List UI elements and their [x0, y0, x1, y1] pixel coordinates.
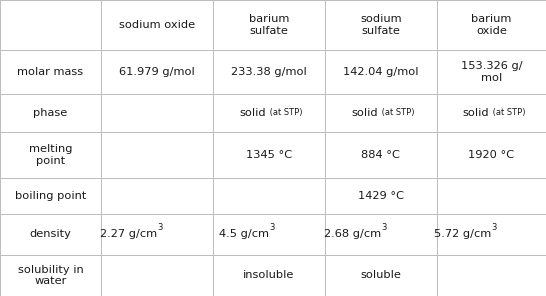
Text: soluble: soluble: [360, 271, 401, 280]
Text: solid: solid: [240, 107, 266, 118]
Text: 1345 °C: 1345 °C: [246, 150, 292, 160]
Text: boiling point: boiling point: [15, 191, 86, 201]
Text: molar mass: molar mass: [17, 67, 84, 77]
Text: 5.72 g/cm: 5.72 g/cm: [434, 229, 491, 239]
Text: solubility in
water: solubility in water: [17, 265, 84, 286]
Text: barium
oxide: barium oxide: [471, 14, 512, 36]
Text: barium
sulfate: barium sulfate: [249, 14, 289, 36]
Text: (at STP): (at STP): [379, 108, 415, 117]
Text: phase: phase: [33, 107, 68, 118]
Text: 884 °C: 884 °C: [361, 150, 400, 160]
Text: 2.68 g/cm: 2.68 g/cm: [324, 229, 381, 239]
Text: (at STP): (at STP): [490, 108, 525, 117]
Text: solid: solid: [352, 107, 378, 118]
Text: 233.38 g/mol: 233.38 g/mol: [231, 67, 307, 77]
Text: 3: 3: [381, 223, 386, 232]
Text: 3: 3: [269, 223, 274, 232]
Text: 61.979 g/mol: 61.979 g/mol: [119, 67, 195, 77]
Text: 3: 3: [157, 223, 162, 232]
Text: 1920 °C: 1920 °C: [468, 150, 514, 160]
Text: sodium
sulfate: sodium sulfate: [360, 14, 402, 36]
Text: 4.5 g/cm: 4.5 g/cm: [219, 229, 269, 239]
Text: 1429 °C: 1429 °C: [358, 191, 404, 201]
Text: insoluble: insoluble: [243, 271, 295, 280]
Text: (at STP): (at STP): [268, 108, 303, 117]
Text: 2.27 g/cm: 2.27 g/cm: [100, 229, 157, 239]
Text: solid: solid: [462, 107, 489, 118]
Text: sodium oxide: sodium oxide: [119, 20, 195, 30]
Text: 153.326 g/
mol: 153.326 g/ mol: [461, 61, 522, 83]
Text: 3: 3: [491, 223, 497, 232]
Text: 142.04 g/mol: 142.04 g/mol: [343, 67, 419, 77]
Text: melting
point: melting point: [29, 144, 72, 166]
Text: density: density: [29, 229, 72, 239]
